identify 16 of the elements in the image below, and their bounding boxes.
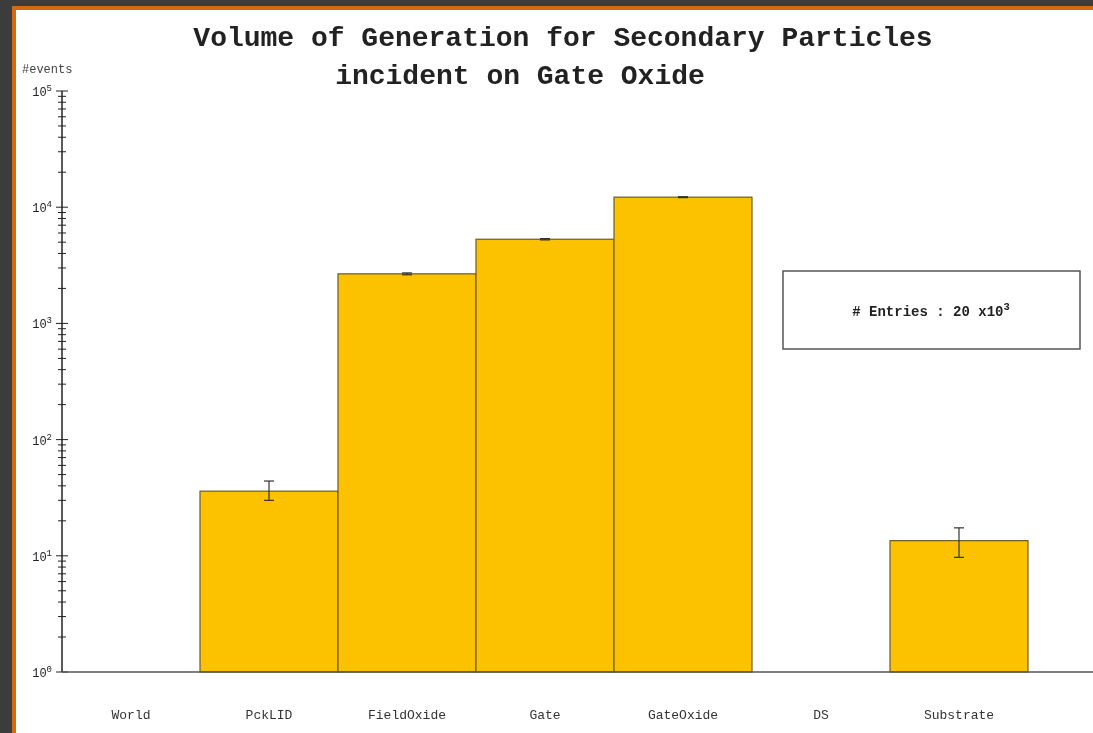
x-tick-label: DS bbox=[813, 708, 829, 723]
y-tick-label: 10$^{2}$ bbox=[32, 432, 52, 449]
y-tick-label: 10$^{5}$ bbox=[32, 84, 52, 100]
y-tick-label: 10$^{1}$ bbox=[32, 548, 52, 565]
chart-title: Volume of Generation for Secondary Particles incident on Gate Oxide bbox=[193, 23, 933, 92]
x-tick-label: PckLID bbox=[245, 708, 293, 723]
y-tick-label: 10$^{4}$ bbox=[32, 200, 52, 217]
annotation: # Entries : 20 x10$^{3}$ bbox=[852, 301, 1010, 320]
y-axis-title: #events bbox=[22, 63, 73, 77]
x-tick-label: GateOxide bbox=[647, 708, 719, 723]
y-tick-label: 10$^{3}$ bbox=[32, 316, 52, 333]
x-tick-label: FieldOxide bbox=[367, 708, 447, 723]
y-tick-label: 10$^{0}$ bbox=[32, 665, 52, 681]
x-tick-label: World bbox=[111, 708, 151, 723]
x-tick-label: Substrate bbox=[923, 708, 995, 723]
x-tick-label: Gate bbox=[529, 708, 561, 723]
